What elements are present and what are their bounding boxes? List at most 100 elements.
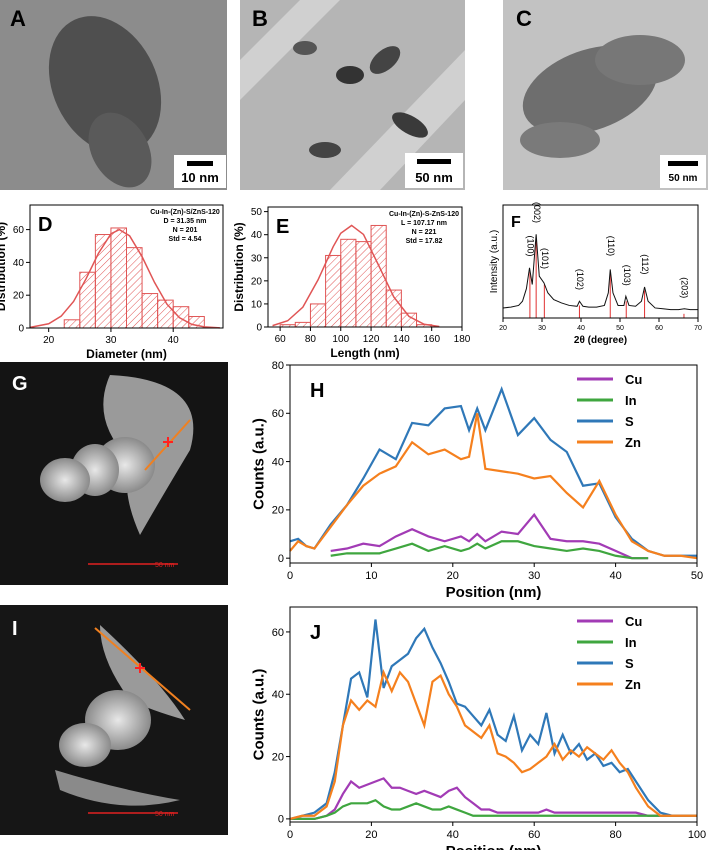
x-axis-title: Position (nm) (446, 843, 542, 850)
scale-bar (668, 161, 698, 166)
bar (325, 254, 342, 328)
particle (100, 625, 185, 720)
y-tick-label: 20 (272, 505, 284, 517)
y-tick-label: 20 (251, 276, 263, 287)
particle (48, 16, 162, 154)
x-tick-label: 70 (694, 325, 702, 332)
x-tick-label: 20 (43, 335, 55, 346)
x-tick-label: 20 (365, 829, 377, 841)
y-axis-title: Intensity (a.u.) (489, 230, 500, 293)
legend-label: S (625, 656, 634, 671)
bar (63, 319, 81, 329)
plot-frame (289, 364, 698, 564)
x-tick-label: 30 (105, 335, 117, 346)
legend-label: Cu (625, 614, 642, 629)
bar (172, 306, 190, 329)
particle (40, 458, 90, 502)
peak-label: (101) (540, 248, 550, 269)
y-tick-label: 80 (272, 360, 284, 372)
bar (294, 321, 311, 328)
y-tick-label: 60 (272, 627, 284, 639)
x-tick-label: 100 (688, 829, 706, 841)
cursor (163, 437, 173, 447)
series-line (330, 540, 649, 560)
particle (59, 723, 111, 767)
series-line (290, 798, 697, 820)
panel-label: F (511, 214, 521, 231)
fit-curve (272, 224, 440, 328)
series-line (502, 234, 698, 311)
particle (55, 770, 180, 806)
x-tick-label: 80 (305, 334, 317, 345)
x-tick-label: 50 (616, 325, 624, 332)
series-line (289, 668, 697, 820)
panel-label: C (516, 6, 532, 31)
series-line (330, 512, 649, 560)
x-tick-label: 20 (447, 570, 459, 582)
y-tick-label: 0 (18, 324, 24, 335)
panel-label: A (10, 6, 26, 31)
x-axis-title: Position (nm) (446, 584, 542, 601)
scale-bar-box (174, 155, 226, 188)
panel-label: E (276, 216, 289, 238)
peak-label: (103) (622, 265, 632, 286)
x-axis-title: 2θ (degree) (574, 335, 627, 346)
y-axis-title: Counts (a.u.) (250, 418, 267, 510)
particle (392, 112, 428, 138)
annotation: Std = 4.54 (169, 236, 202, 243)
y-tick-label: 40 (272, 456, 284, 468)
x-tick-label: 60 (275, 334, 287, 345)
x-tick-label: 80 (609, 829, 621, 841)
bar (355, 241, 372, 328)
annotation: Cu-In-(Zn)-S/ZnS-120 (150, 209, 220, 216)
tube (240, 0, 340, 100)
panel-label: B (252, 6, 268, 31)
y-tick-label: 40 (13, 258, 25, 269)
plot-frame (502, 204, 699, 319)
x-tick-label: 0 (287, 829, 293, 841)
series-line (289, 619, 697, 820)
series-line (289, 386, 697, 557)
y-axis-title: Counts (a.u.) (250, 669, 267, 761)
image-i: I 50 nm (0, 605, 228, 835)
panel-label: H (310, 380, 324, 402)
peak-label: (110) (606, 236, 616, 256)
y-tick-label: 0 (278, 553, 284, 565)
annotation: Cu-In-(Zn)-S-ZnS-120 (389, 211, 459, 218)
annotation: Std = 17.82 (406, 238, 443, 245)
x-tick-label: 100 (332, 334, 349, 345)
legend-label: In (625, 635, 637, 650)
image-a: A 10 nm (0, 0, 227, 190)
bar (94, 234, 112, 329)
scale-bar-box (405, 153, 463, 188)
x-tick-label: 50 (691, 570, 703, 582)
x-tick-label: 120 (363, 334, 380, 345)
y-axis-title: Distribution (%) (0, 222, 8, 311)
y-axis-title: Distribution (%) (232, 222, 246, 311)
annotation: N = 221 (412, 229, 437, 236)
bar (79, 271, 96, 329)
annotation: L = 107.17 nm (401, 220, 447, 227)
peak-label: (002) (532, 202, 542, 223)
bar (340, 238, 357, 328)
y-tick-label: 20 (13, 291, 25, 302)
scale-bar-box (660, 155, 706, 188)
bar (141, 293, 159, 329)
y-tick-label: 40 (272, 689, 284, 701)
scale-bar-label: 50 nm (669, 173, 698, 184)
peak-label: (203) (680, 277, 690, 298)
x-tick-label: 180 (454, 334, 471, 345)
x-tick-label: 20 (499, 325, 507, 332)
legend-label: Zn (625, 435, 641, 450)
particle (309, 142, 341, 158)
bar (110, 227, 128, 329)
scale-bar-label: 10 nm (181, 170, 219, 185)
y-tick-label: 60 (272, 408, 284, 420)
bar (126, 247, 143, 329)
plot-frame (267, 206, 463, 328)
series-line (290, 777, 697, 820)
y-tick-label: 60 (13, 225, 25, 236)
x-tick-label: 60 (655, 325, 663, 332)
image-g: G 50 nm (0, 362, 228, 585)
